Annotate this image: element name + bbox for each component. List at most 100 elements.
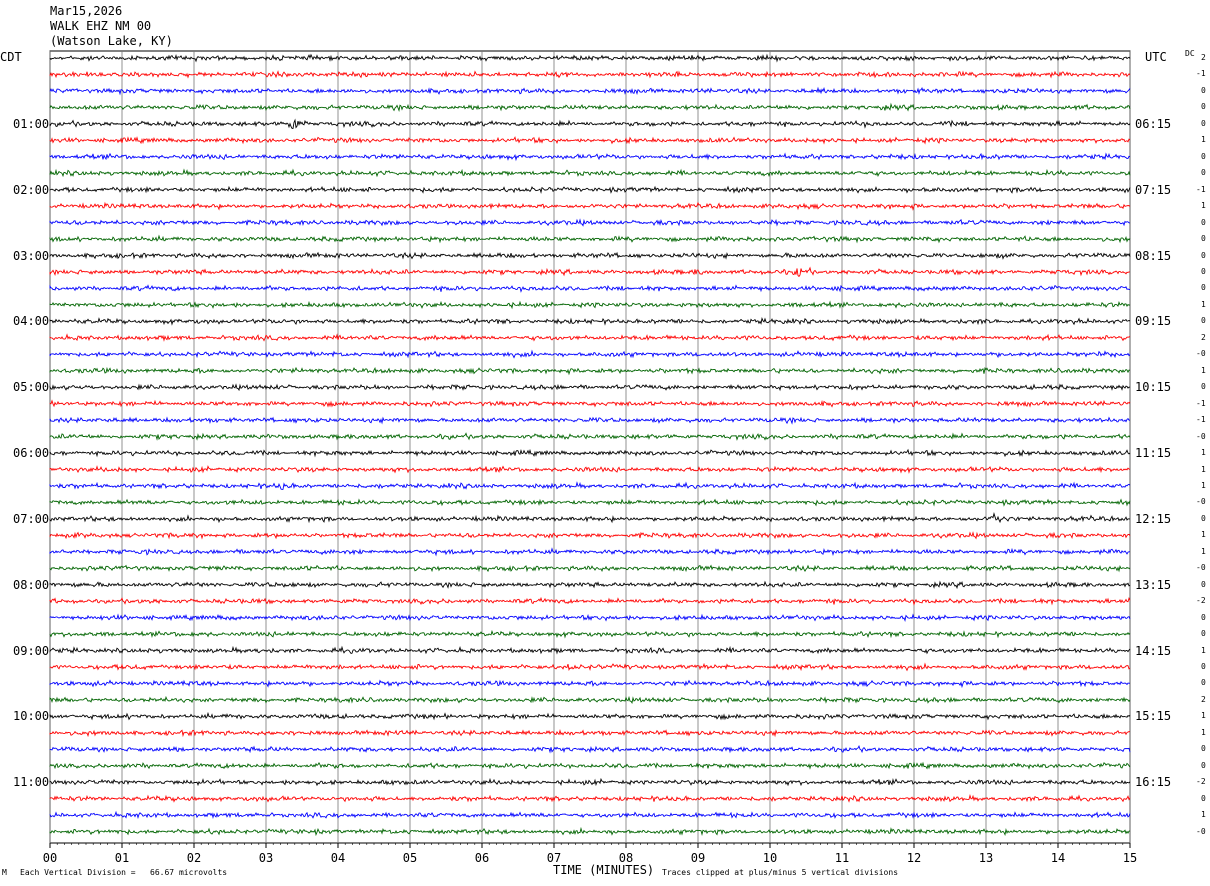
x-tick-label: 04 [331, 851, 345, 865]
right-hour-label: 09:15 [1135, 314, 1172, 329]
x-tick-label: 03 [259, 851, 273, 865]
trace-line-32 [49, 580, 1131, 590]
dc-offset-value: 1 [1201, 480, 1206, 490]
dc-offset-value: 1 [1201, 201, 1206, 211]
right-timezone-label: UTC [1145, 50, 1167, 64]
trace-line-47 [49, 826, 1131, 837]
trace-line-19 [49, 366, 1131, 376]
trace-line-14 [49, 284, 1131, 293]
dc-header-label: DC [1185, 49, 1195, 58]
trace-line-13 [49, 266, 1131, 278]
trace-line-18 [49, 349, 1131, 359]
minute-grid [49, 50, 1131, 844]
footer-division-note: Each Vertical Division = 66.67 microvolt… [20, 868, 228, 877]
left-hour-label: 08:00 [13, 577, 50, 592]
trace-line-41 [49, 729, 1131, 738]
x-tick-label: 09 [691, 851, 705, 865]
trace-line-28 [49, 512, 1131, 524]
trace-line-20 [49, 383, 1131, 392]
trace-line-25 [49, 465, 1131, 474]
dc-offset-value: 0 [1201, 118, 1206, 128]
dc-offset-value: 0 [1201, 168, 1206, 178]
dc-offset-value: 1 [1201, 645, 1206, 655]
dc-offset-value: 0 [1201, 793, 1206, 803]
trace-line-36 [49, 645, 1131, 655]
dc-offset-value: 0 [1201, 85, 1206, 95]
dc-offset-value: 0 [1201, 612, 1206, 622]
trace-line-43 [49, 761, 1131, 770]
dc-offset-value: 1 [1201, 365, 1206, 375]
dc-offset-value: 1 [1201, 530, 1206, 540]
trace-line-30 [49, 547, 1131, 557]
dc-offset-value: 0 [1201, 760, 1206, 770]
header-location: (Watson Lake, KY) [50, 34, 173, 48]
x-tick-label: 00 [43, 851, 57, 865]
seismic-traces [49, 53, 1131, 837]
left-hour-label: 03:00 [13, 248, 50, 263]
trace-line-11 [49, 234, 1131, 244]
right-hour-label: 08:15 [1135, 248, 1172, 263]
dc-offset-value: 0 [1201, 629, 1206, 639]
trace-line-0 [49, 53, 1131, 63]
trace-line-31 [49, 564, 1131, 573]
trace-line-35 [49, 629, 1131, 639]
trace-line-40 [49, 711, 1131, 721]
dc-offset-value: -1 [1196, 184, 1206, 194]
footer-mark: M [2, 868, 7, 877]
dc-offset-value: 1 [1201, 448, 1206, 458]
trace-line-45 [49, 794, 1131, 803]
trace-line-33 [49, 596, 1131, 606]
x-tick-label: 12 [907, 851, 921, 865]
right-hour-label: 12:15 [1135, 511, 1172, 526]
x-tick-label: 13 [979, 851, 993, 865]
trace-line-7 [49, 168, 1131, 178]
dc-offset-value: 0 [1201, 382, 1206, 392]
dc-offset-value: 0 [1201, 744, 1206, 754]
x-tick-label: 07 [547, 851, 561, 865]
x-tick-label: 06 [475, 851, 489, 865]
right-hour-label: 13:15 [1135, 577, 1172, 592]
trace-line-6 [49, 152, 1131, 162]
trace-line-12 [49, 251, 1131, 260]
dc-offset-value: 1 [1201, 546, 1206, 556]
trace-line-8 [49, 185, 1131, 194]
right-hour-label: 06:15 [1135, 116, 1172, 131]
dc-offset-value: 0 [1201, 217, 1206, 227]
x-tick-label: 05 [403, 851, 417, 865]
trace-line-21 [49, 399, 1131, 408]
trace-line-15 [49, 300, 1131, 310]
dc-offset-value: 0 [1201, 151, 1206, 161]
left-hour-label: 06:00 [13, 446, 50, 461]
trace-line-34 [49, 613, 1131, 623]
dc-offset-value: 0 [1201, 513, 1206, 523]
x-tick-label: 14 [1051, 851, 1065, 865]
dc-offset-value: 0 [1201, 283, 1206, 293]
left-hour-label: 11:00 [13, 775, 50, 790]
header-station: WALK EHZ NM 00 [50, 19, 152, 33]
left-hour-label: 04:00 [13, 314, 50, 329]
left-hour-label: 02:00 [13, 182, 50, 197]
right-hour-label: 07:15 [1135, 182, 1172, 197]
trace-line-16 [49, 316, 1131, 326]
dc-offset-value: 0 [1201, 102, 1206, 112]
dc-offset-value: 0 [1201, 316, 1206, 326]
trace-line-3 [49, 102, 1131, 113]
dc-offset-value: 1 [1201, 727, 1206, 737]
trace-line-39 [49, 695, 1131, 705]
x-tick-label: 10 [763, 851, 777, 865]
left-hour-label: 09:00 [13, 643, 50, 658]
dc-offset-value: 2 [1201, 332, 1206, 342]
right-hour-label: 15:15 [1135, 709, 1172, 724]
x-tick-label: 02 [187, 851, 201, 865]
header-date: Mar15,2026 [50, 4, 123, 18]
x-tick-label: 08 [619, 851, 633, 865]
trace-line-46 [49, 810, 1131, 820]
trace-line-37 [49, 662, 1131, 672]
dc-offset-value: -0 [1196, 826, 1206, 836]
right-hour-label: 11:15 [1135, 446, 1172, 461]
trace-line-5 [49, 136, 1131, 145]
left-hour-label: 10:00 [13, 709, 50, 724]
dc-offset-value: -1 [1196, 398, 1206, 408]
trace-line-26 [49, 481, 1131, 490]
trace-line-17 [49, 333, 1131, 342]
